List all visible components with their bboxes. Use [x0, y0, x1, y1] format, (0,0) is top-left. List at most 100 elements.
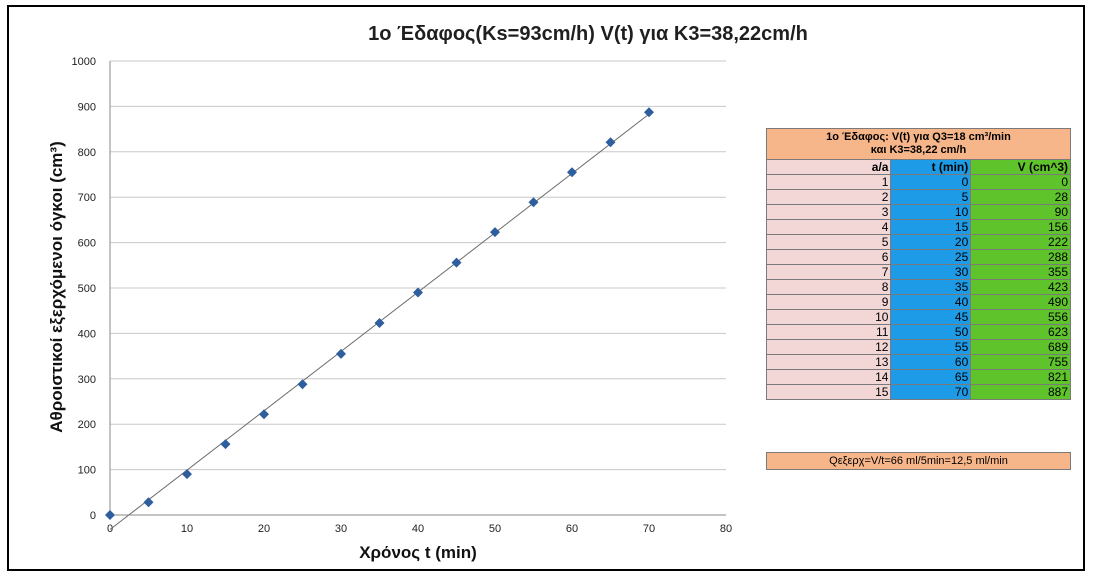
cell-t: 40	[890, 294, 972, 310]
y-tick-label: 800	[78, 147, 96, 159]
x-tick-label: 70	[643, 523, 655, 535]
x-tick-label: 30	[335, 523, 347, 535]
cell-aa: 13	[765, 354, 892, 370]
data-point	[605, 137, 616, 148]
cell-aa: 14	[765, 369, 892, 385]
cell-v: 355	[970, 264, 1071, 280]
cell-aa: 2	[765, 189, 892, 205]
data-points	[105, 107, 654, 520]
y-tick-label: 400	[78, 328, 96, 340]
cell-v: 556	[970, 309, 1071, 325]
data-point	[143, 497, 154, 508]
table-header-line2: και K3=38,22 cm/h	[870, 144, 967, 156]
cell-aa: 3	[765, 204, 892, 220]
x-tick-label: 20	[258, 523, 270, 535]
cell-v: 689	[970, 339, 1071, 355]
cell-v: 490	[970, 294, 1071, 310]
y-tick-label: 300	[78, 374, 96, 386]
y-tick-label: 600	[78, 238, 96, 250]
cell-aa: 4	[765, 219, 892, 235]
col-header-t: t (min)	[890, 159, 972, 175]
cell-aa: 9	[765, 294, 892, 310]
table-row: 15 70 887	[765, 384, 1071, 400]
x-tick-label: 50	[489, 523, 501, 535]
cell-aa: 12	[765, 339, 892, 355]
cell-t: 20	[890, 234, 972, 250]
table-row: 7 30 355	[765, 264, 1071, 280]
cell-t: 60	[890, 354, 972, 370]
y-tick-label: 900	[78, 101, 96, 113]
data-point	[413, 287, 423, 298]
cell-v: 28	[970, 189, 1071, 205]
data-point	[451, 257, 462, 268]
cell-t: 15	[890, 219, 972, 235]
table-row: 12 55 689	[765, 339, 1071, 355]
y-tick-label: 500	[78, 283, 96, 295]
gridlines	[110, 60, 726, 471]
table-spacer-row	[766, 399, 1071, 414]
table-row: 10 45 556	[765, 309, 1071, 325]
cell-aa: 11	[765, 324, 892, 340]
col-header-v: V (cm^3)	[970, 159, 1071, 175]
table-row: 8 35 423	[765, 279, 1071, 295]
x-tick-label: 40	[412, 523, 424, 535]
cell-t: 10	[890, 204, 972, 220]
cell-aa: 10	[765, 309, 892, 325]
cell-v: 887	[970, 384, 1071, 400]
table-row: 11 50 623	[765, 324, 1071, 340]
cell-v: 0	[970, 174, 1071, 190]
cell-aa: 5	[765, 234, 892, 250]
cell-aa: 7	[765, 264, 892, 280]
data-point	[182, 469, 192, 480]
cell-v: 821	[970, 369, 1071, 385]
table-row: 2 5 28	[765, 189, 1071, 205]
data-point	[644, 107, 654, 118]
cell-v: 623	[970, 324, 1071, 340]
table-row: 6 25 288	[765, 249, 1071, 265]
data-point	[374, 317, 385, 328]
chart-title: 1ο Έδαφος(Ks=93cm/h) V(t) για K3=38,22cm…	[368, 23, 808, 45]
cell-aa: 15	[765, 384, 892, 400]
cell-v: 222	[970, 234, 1071, 250]
x-tick-label: 60	[566, 523, 578, 535]
data-table: 1ο Έδαφος: V(t) για Q3=18 cm³/min και K3…	[765, 128, 1071, 414]
cell-v: 288	[970, 249, 1071, 265]
cell-v: 156	[970, 219, 1071, 235]
data-point	[336, 348, 346, 359]
cell-t: 0	[890, 174, 972, 190]
table-row: 13 60 755	[765, 354, 1071, 370]
cell-v: 755	[970, 354, 1071, 370]
table-row: 14 65 821	[765, 369, 1071, 385]
table-body: 1 0 0 2 5 28 3 10 90 4 15 156 5 20 222 6 25 288 7 30 355 8 35 4…	[765, 174, 1071, 400]
y-tick-label: 100	[78, 465, 96, 477]
cell-t: 65	[890, 369, 972, 385]
cell-t: 25	[890, 249, 972, 265]
y-tick-label: 0	[90, 510, 96, 522]
data-point	[220, 439, 231, 450]
cell-t: 45	[890, 309, 972, 325]
x-tick-label: 10	[181, 523, 193, 535]
y-tick-label: 200	[78, 419, 96, 431]
x-axis-label: Χρόνος t (min)	[359, 543, 477, 562]
y-tick-label: 1000	[72, 56, 96, 68]
table-row: 4 15 156	[765, 219, 1071, 235]
data-point	[297, 379, 308, 390]
table-row: 5 20 222	[765, 234, 1071, 250]
axes	[109, 61, 726, 516]
cell-aa: 6	[765, 249, 892, 265]
table-header: 1ο Έδαφος: V(t) για Q3=18 cm³/min και K3…	[766, 128, 1071, 160]
cell-aa: 8	[765, 279, 892, 295]
y-tick-labels: 0 100 200 300 400 500 600 700 800 900 1000	[72, 56, 96, 522]
data-point	[490, 227, 500, 238]
table-header-line1: 1ο Έδαφος: V(t) για Q3=18 cm³/min	[826, 131, 1011, 143]
y-axis-label: Αθροιστικοί εξερχόμενοι όγκοι (cm³)	[47, 141, 66, 432]
data-point	[528, 197, 539, 208]
cell-v: 423	[970, 279, 1071, 295]
table-row: 3 10 90	[765, 204, 1071, 220]
data-point	[567, 167, 577, 178]
cell-t: 50	[890, 324, 972, 340]
cell-v: 90	[970, 204, 1071, 220]
y-tick-label: 700	[78, 192, 96, 204]
